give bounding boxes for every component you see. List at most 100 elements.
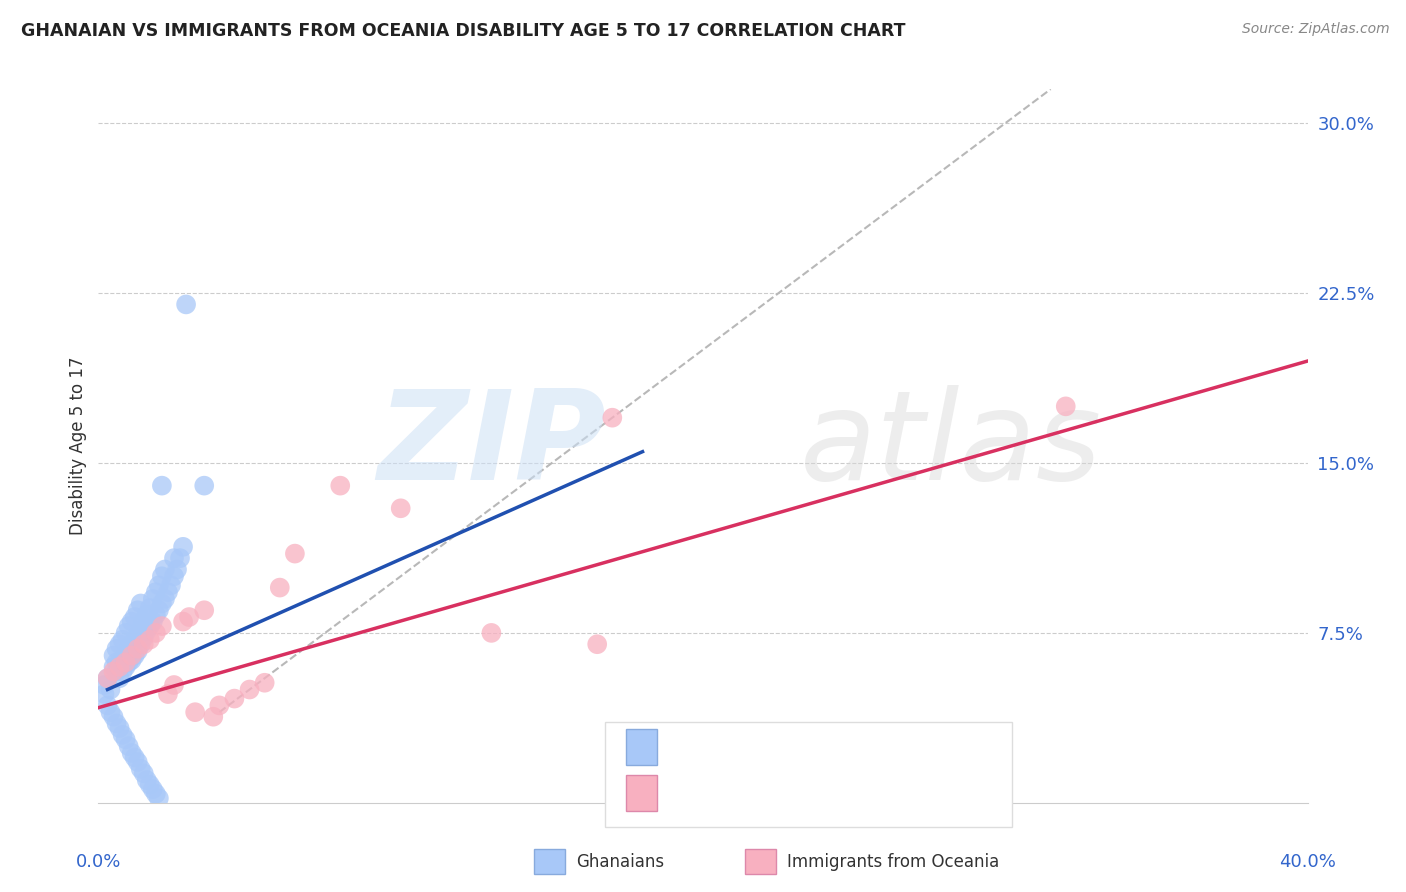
Point xyxy=(121,653,143,667)
Point xyxy=(135,624,157,638)
Text: 0.0%: 0.0% xyxy=(76,853,121,871)
Point xyxy=(127,628,149,642)
Text: 77: 77 xyxy=(883,738,910,756)
Point xyxy=(118,656,141,670)
Point xyxy=(111,728,134,742)
Point xyxy=(118,619,141,633)
Point xyxy=(114,626,136,640)
Point xyxy=(103,648,125,663)
Point xyxy=(193,603,215,617)
Point xyxy=(202,709,225,723)
Point xyxy=(150,569,173,583)
Point xyxy=(156,585,179,599)
Point xyxy=(129,637,152,651)
Point xyxy=(145,585,167,599)
Text: R =: R = xyxy=(665,784,699,802)
Point xyxy=(1054,400,1077,414)
Text: GHANAIAN VS IMMIGRANTS FROM OCEANIA DISABILITY AGE 5 TO 17 CORRELATION CHART: GHANAIAN VS IMMIGRANTS FROM OCEANIA DISA… xyxy=(21,22,905,40)
Point xyxy=(148,603,170,617)
Point xyxy=(153,591,176,606)
Point xyxy=(127,755,149,769)
Text: R =: R = xyxy=(665,738,699,756)
Point xyxy=(132,615,155,629)
Point xyxy=(100,705,122,719)
Text: 0.308: 0.308 xyxy=(721,738,783,756)
Point xyxy=(105,716,128,731)
Point xyxy=(163,551,186,566)
Point xyxy=(105,656,128,670)
Point xyxy=(96,698,118,713)
Point xyxy=(100,682,122,697)
Point xyxy=(253,675,276,690)
Point xyxy=(586,637,609,651)
Point xyxy=(127,603,149,617)
Text: N =: N = xyxy=(830,738,863,756)
Point xyxy=(156,687,179,701)
Text: Source: ZipAtlas.com: Source: ZipAtlas.com xyxy=(1241,22,1389,37)
Point xyxy=(103,665,125,679)
Point xyxy=(150,597,173,611)
Point xyxy=(121,648,143,663)
Point xyxy=(145,626,167,640)
Point xyxy=(124,632,146,647)
Point xyxy=(108,660,131,674)
Point xyxy=(163,678,186,692)
Point xyxy=(224,691,246,706)
Point xyxy=(208,698,231,713)
Point xyxy=(163,569,186,583)
Text: ZIP: ZIP xyxy=(378,385,606,507)
Point xyxy=(174,297,197,311)
Point xyxy=(103,709,125,723)
Point xyxy=(139,601,162,615)
Point xyxy=(108,660,131,674)
Point xyxy=(145,787,167,801)
Point xyxy=(139,619,162,633)
Point xyxy=(111,653,134,667)
Point xyxy=(142,591,165,606)
Point xyxy=(127,641,149,656)
Point xyxy=(118,739,141,754)
Text: N =: N = xyxy=(830,784,863,802)
Text: 0.615: 0.615 xyxy=(721,783,783,803)
Point xyxy=(108,721,131,735)
Point xyxy=(121,637,143,651)
Point xyxy=(148,791,170,805)
Point xyxy=(153,562,176,576)
Point xyxy=(135,607,157,622)
Point xyxy=(145,607,167,622)
Point xyxy=(129,597,152,611)
Point xyxy=(108,671,131,685)
Point xyxy=(142,782,165,797)
Text: Immigrants from Oceania: Immigrants from Oceania xyxy=(787,853,1000,871)
Point xyxy=(93,678,115,692)
Point xyxy=(329,478,352,492)
Text: atlas: atlas xyxy=(800,385,1102,507)
Point xyxy=(114,648,136,663)
Point xyxy=(169,551,191,566)
Point xyxy=(96,671,118,685)
Point xyxy=(111,632,134,647)
Point xyxy=(105,641,128,656)
Point xyxy=(129,624,152,638)
Point xyxy=(111,665,134,679)
Point xyxy=(132,637,155,651)
Point xyxy=(124,610,146,624)
Point xyxy=(118,641,141,656)
Point xyxy=(142,615,165,629)
Text: 40.0%: 40.0% xyxy=(1279,853,1336,871)
Point xyxy=(193,478,215,492)
Point xyxy=(121,615,143,629)
Point xyxy=(135,773,157,788)
Point xyxy=(172,540,194,554)
Point xyxy=(150,619,173,633)
Point xyxy=(96,671,118,685)
Point xyxy=(132,766,155,780)
Point xyxy=(239,682,262,697)
Point xyxy=(602,410,624,425)
Point xyxy=(121,746,143,760)
Point xyxy=(481,626,503,640)
Point xyxy=(172,615,194,629)
Point xyxy=(114,660,136,674)
Point xyxy=(105,665,128,679)
Point xyxy=(114,732,136,747)
